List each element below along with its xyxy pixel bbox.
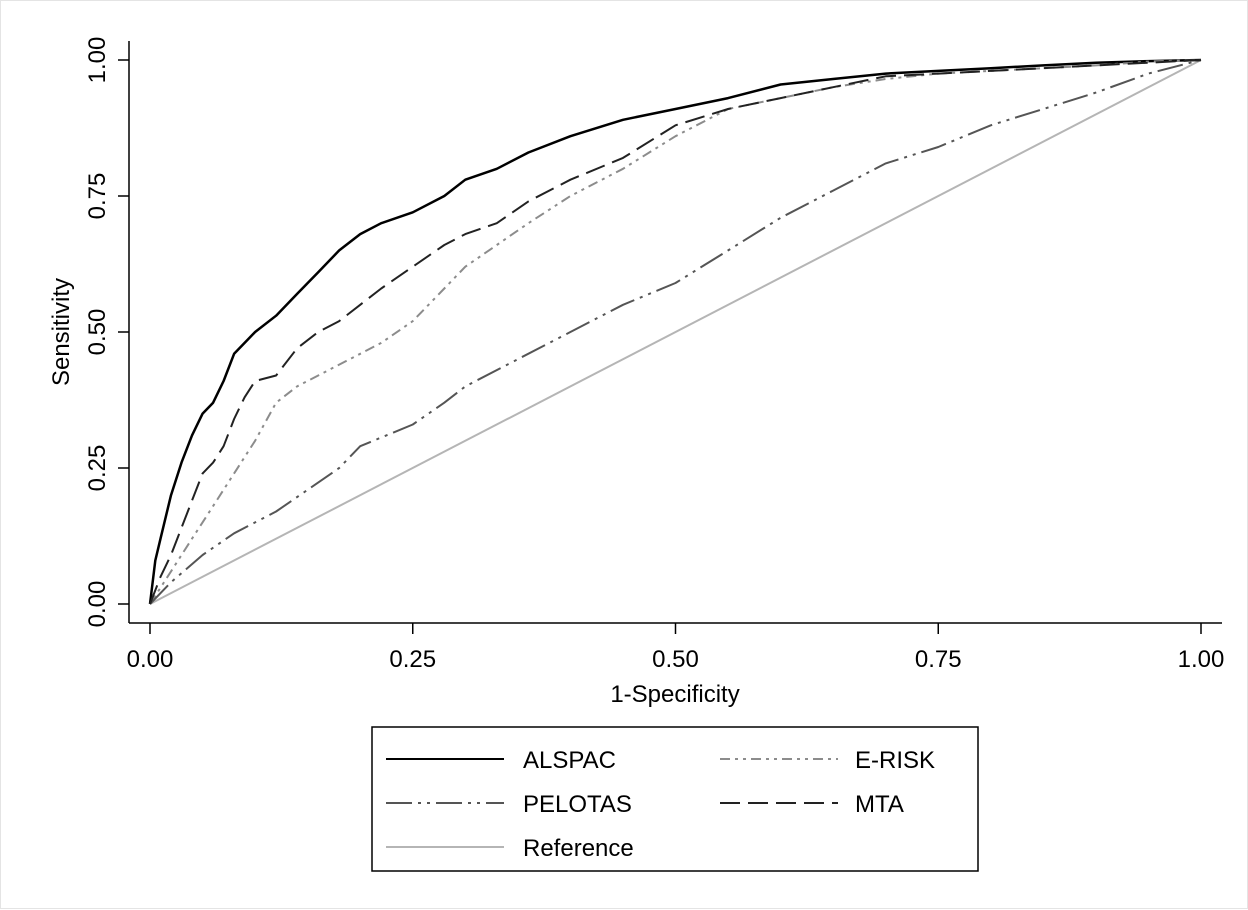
- series-line-reference: [149, 59, 1202, 605]
- legend-items: ALSPAC E-RISK PELOTAS MTA Reference: [386, 747, 935, 862]
- y-tick-label: 0.50: [84, 309, 111, 356]
- axis-tick-labels: 0.00 0.25 0.50 0.75 1.00 0.00 0.25 0.50 0.75 1.00: [84, 37, 1224, 673]
- axis-ticks: [118, 59, 1202, 634]
- x-axis-title: 1-Specificity: [610, 681, 739, 708]
- legend-label-reference: Reference: [523, 835, 634, 862]
- legend-label-alspac: ALSPAC: [523, 747, 616, 774]
- x-tick-label: 0.75: [915, 646, 962, 673]
- series-line-alspac: [148, 58, 1202, 605]
- x-tick-label: 0.50: [652, 646, 699, 673]
- y-tick-label: 0.25: [84, 445, 111, 492]
- series-line-pelotas: [149, 59, 1202, 605]
- legend-label-mta: MTA: [855, 791, 904, 818]
- series-line-mta: [149, 59, 1202, 605]
- x-tick-label: 1.00: [1178, 646, 1225, 673]
- plot-series: [148, 58, 1202, 605]
- y-tick-label: 0.00: [84, 581, 111, 628]
- legend-label-pelotas: PELOTAS: [523, 791, 632, 818]
- x-tick-label: 0.25: [389, 646, 436, 673]
- legend-label-e-risk: E-RISK: [855, 747, 935, 774]
- y-axis-title: Sensitivity: [48, 278, 75, 386]
- legend: ALSPAC E-RISK PELOTAS MTA Reference: [371, 726, 979, 872]
- y-tick-label: 1.00: [84, 37, 111, 84]
- x-tick-label: 0.00: [127, 646, 174, 673]
- y-tick-label: 0.75: [84, 173, 111, 220]
